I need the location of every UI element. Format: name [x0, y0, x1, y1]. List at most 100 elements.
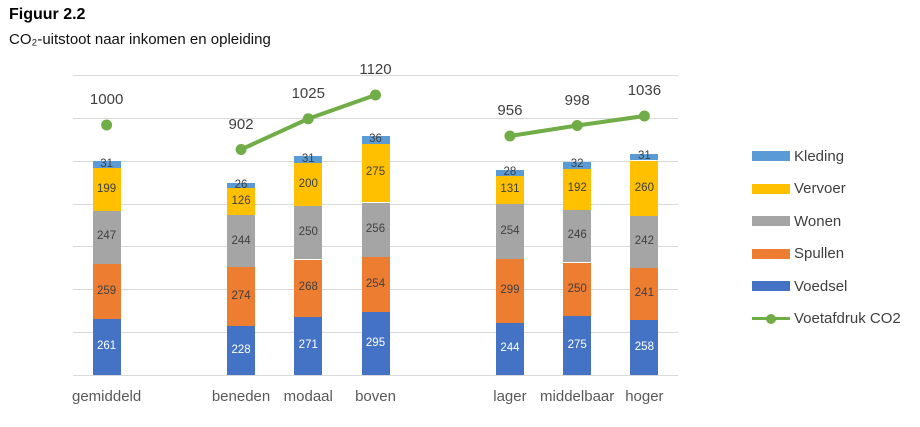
bar-segment-value: 261: [97, 340, 117, 353]
legend-label: Wonen: [794, 212, 842, 230]
bar-segment-spullen: 254: [361, 257, 390, 312]
footprint-value-label: 1000: [89, 91, 124, 108]
bar-segment-value: 268: [298, 281, 318, 294]
bar-segment-wonen: 254: [495, 204, 524, 259]
bar-segment-value: 244: [500, 342, 520, 355]
bar-segment-voedsel: 271: [294, 316, 323, 375]
bar-segment-value: 131: [500, 183, 520, 196]
bar-segment-kleding: 31: [294, 153, 323, 165]
bar-segment-value: 275: [365, 166, 386, 179]
bar-segment-wonen: 250: [294, 205, 323, 260]
bar-segment-vervoer: 260: [630, 160, 659, 217]
bar-segment-spullen: 250: [563, 262, 592, 317]
figure-subtitle: CO₂-uitstoot naar inkomen en opleiding: [9, 31, 271, 48]
bar-segment-vervoer: 199: [92, 168, 121, 211]
bar-segment-value: 295: [365, 336, 386, 349]
legend-line-swatch: [752, 313, 790, 324]
bar-segment-vervoer: 131: [495, 176, 524, 205]
bar-segment-kleding: 26: [227, 179, 256, 190]
bar-segment-value: 241: [634, 287, 654, 300]
footprint-value-label: 902: [228, 115, 254, 133]
bar-segment-spullen: 274: [227, 267, 256, 327]
figure-title: Figuur 2.2: [9, 6, 86, 23]
legend-item-voetafdruk-co2: Voetafdruk CO2: [752, 310, 901, 328]
footprint-line-marker: [504, 130, 516, 142]
category-label: lager: [493, 388, 527, 405]
bar-segment-wonen: 242: [630, 216, 659, 269]
bar-segment-voedsel: 295: [361, 311, 390, 375]
footprint-value-label: 1036: [627, 82, 662, 99]
bar-segment-value: 256: [365, 223, 386, 236]
bar-segment-value: 244: [231, 234, 251, 247]
bar-segment-value: 258: [634, 340, 654, 353]
bar-segment-value: 274: [231, 290, 251, 303]
bar-segment-value: 199: [97, 182, 117, 195]
bar-segment-value: 36: [369, 132, 382, 145]
bar-segment-value: 259: [97, 284, 117, 297]
legend-label: Voetafdruk CO2: [794, 310, 901, 327]
legend-label: Voedsel: [794, 277, 848, 295]
category-label: gemiddeld: [72, 388, 142, 405]
footprint-value-label: 998: [564, 91, 590, 109]
legend-label: Spullen: [794, 245, 845, 262]
bar-segment-vervoer: 200: [294, 163, 323, 206]
category-label: beneden: [211, 388, 271, 405]
bar-segment-voedsel: 258: [630, 319, 659, 375]
legend-color-swatch: [752, 183, 790, 194]
bar-segment-value: 254: [365, 277, 386, 290]
bar-segment-wonen: 246: [563, 209, 592, 263]
footprint-line-marker: [235, 144, 247, 155]
footprint-value-label: 1120: [359, 61, 392, 78]
gridline: [73, 117, 678, 119]
bar-segment-value: 31: [301, 153, 315, 165]
bar-segment-value: 200: [298, 177, 318, 190]
bar-segment-value: 192: [567, 182, 587, 195]
bar-segment-value: 260: [634, 181, 654, 194]
footprint-line-marker: [370, 89, 381, 101]
bar-segment-value: 275: [567, 338, 587, 351]
bar-segment-value: 299: [500, 283, 520, 296]
legend-item-kleding: Kleding: [752, 147, 844, 165]
bar-segment-spullen: 268: [294, 259, 323, 317]
bar-segment-voedsel: 228: [227, 326, 256, 375]
bar-segment-vervoer: 192: [563, 168, 592, 210]
bar-segment-vervoer: 126: [227, 188, 256, 216]
legend-item-vervoer: Vervoer: [752, 180, 846, 198]
legend-item-spullen: Spullen: [752, 245, 844, 263]
legend-item-voedsel: Voedsel: [752, 277, 847, 295]
footprint-line-marker: [101, 119, 113, 131]
bar-segment-voedsel: 275: [563, 316, 592, 375]
bar-segment-value: 228: [231, 343, 251, 356]
bar-segment-kleding: 32: [563, 158, 592, 171]
gridline: [73, 75, 678, 76]
bar-segment-voedsel: 244: [495, 322, 524, 375]
bar-segment-value: 250: [567, 282, 587, 295]
bar-segment-value: 254: [500, 224, 520, 237]
legend-color-swatch: [752, 151, 790, 161]
bar-segment-value: 246: [567, 229, 587, 242]
bar-segment-value: 31: [637, 150, 651, 163]
bar-segment-value: 271: [298, 339, 318, 352]
legend-color-swatch: [752, 248, 790, 259]
legend-color-swatch: [752, 281, 790, 291]
footprint-value-label: 956: [497, 102, 523, 119]
footprint-line-marker: [571, 120, 583, 131]
category-label: middelbaar: [540, 388, 615, 405]
bar-segment-value: 250: [298, 225, 318, 238]
bar-segment-value: 28: [503, 166, 517, 179]
legend-line-marker: [766, 313, 776, 324]
bar-segment-kleding: 36: [361, 132, 390, 145]
legend-label: Kleding: [794, 147, 845, 165]
bar-segment-kleding: 31: [630, 150, 659, 163]
legend-item-wonen: Wonen: [752, 212, 841, 230]
bar-segment-vervoer: 275: [361, 143, 390, 203]
bar-segment-spullen: 241: [630, 268, 659, 320]
bar-segment-voedsel: 261: [92, 319, 121, 375]
bar-segment-wonen: 244: [227, 215, 256, 268]
bar-segment-kleding: 28: [495, 166, 524, 179]
bar-segment-spullen: 259: [92, 263, 121, 320]
bar-segment-spullen: 299: [495, 258, 524, 323]
footprint-line-marker: [638, 110, 650, 122]
bar-segment-value: 32: [570, 158, 584, 171]
